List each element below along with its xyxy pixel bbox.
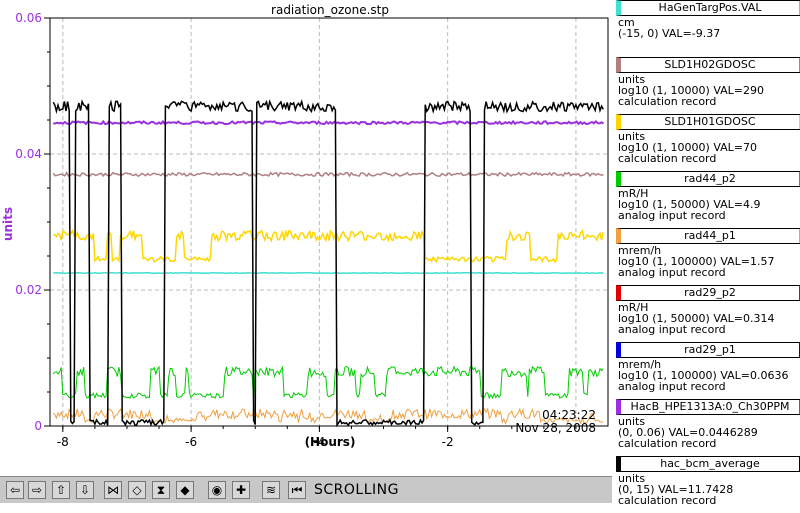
scroll-live-icon: ⏮: [291, 483, 303, 497]
zoom-in-button[interactable]: ✚: [232, 481, 250, 499]
legend-unit: mrem/h: [618, 358, 662, 371]
arrow-right-button[interactable]: ⇨: [28, 481, 46, 499]
scroll-live-button[interactable]: ⏮: [288, 481, 306, 499]
trend-button[interactable]: ≋: [262, 481, 280, 499]
legend-record: analog input record: [618, 380, 726, 393]
legend-range: log10 (1, 100000) VAL=0.0636: [618, 369, 789, 382]
chart-title: radiation_ozone.stp: [271, 3, 389, 17]
arrow-down-button[interactable]: ⇩: [76, 481, 94, 499]
legend-name: hac_bcm_average: [616, 456, 800, 472]
series-line-rad44-p2: [52, 365, 604, 400]
series-line-hac-bcm-average: [52, 98, 604, 428]
time-readout: 04:23:22: [542, 408, 596, 422]
legend-range: log10 (1, 50000) VAL=4.9: [618, 198, 761, 211]
y-tick-label: 0.04: [15, 147, 42, 161]
trend-plot[interactable]: radiation_ozone.stp 0 0.02 0.04 0.06 -8 -6 -4 -…: [0, 0, 612, 476]
legend-name: HaGenTargPos.VAL: [616, 0, 800, 16]
compress-horizontal-icon: ◇: [132, 483, 142, 497]
legend-unit: mR/H: [618, 301, 649, 314]
expand-vertical-button[interactable]: ⧗: [152, 481, 170, 499]
zoom-reset-icon: ◉: [211, 483, 223, 497]
x-tick-label: -2: [442, 435, 454, 449]
y-tick-label: 0: [34, 419, 42, 433]
expand-horizontal-button[interactable]: ⋈: [104, 481, 122, 499]
legend-range: (-15, 0) VAL=-9.37: [618, 27, 721, 40]
series-line-sld1h02gdosc: [52, 171, 604, 178]
legend-range: log10 (1, 100000) VAL=1.57: [618, 255, 775, 268]
arrow-down-icon: ⇩: [79, 483, 91, 497]
legend-record: analog input record: [618, 323, 726, 336]
legend-name: rad44_p1: [616, 228, 800, 244]
legend-unit: units: [618, 73, 646, 86]
legend-entry-rad44-p2[interactable]: rad44_p2 mR/H log10 (1, 50000) VAL=4.9 anal…: [614, 171, 800, 228]
legend-range: (0, 15) VAL=11.7428: [618, 483, 734, 496]
expand-horizontal-icon: ⋈: [107, 483, 119, 497]
series-line-hagentargpos-val: [53, 271, 604, 275]
y-tick-label: 0.02: [15, 283, 42, 297]
legend-entry-hac-bcm-average[interactable]: hac_bcm_average units (0, 15) VAL=11.7428 c…: [614, 456, 800, 513]
legend-record: calculation record: [618, 95, 717, 108]
y-tick-label: 0.06: [15, 11, 42, 25]
toolbar: ⇦ ⇨ ⇧ ⇩ ⋈ ◇ ⧗ ◆ ◉ ✚ ≋ ⏮ SCROLLING: [0, 476, 612, 503]
compress-horizontal-button[interactable]: ◇: [128, 481, 146, 499]
series-line-sld1h01gdosc: [53, 228, 604, 264]
trend-icon: ≋: [265, 483, 277, 497]
arrow-left-icon: ⇦: [9, 483, 21, 497]
legend-range: log10 (1, 50000) VAL=0.314: [618, 312, 775, 325]
legend-name: rad44_p2: [616, 171, 800, 187]
zoom-reset-button[interactable]: ◉: [208, 481, 226, 499]
legend-entry-sld1h02gdosc[interactable]: SLD1H02GDOSC units log10 (1, 10000) VAL=29…: [614, 57, 800, 114]
legend-range: (0, 0.06) VAL=0.0446289: [618, 426, 758, 439]
legend-record: analog input record: [618, 209, 726, 222]
legend-range: log10 (1, 10000) VAL=290: [618, 84, 765, 97]
legend-unit: units: [618, 415, 646, 428]
legend-range: log10 (1, 10000) VAL=70: [618, 141, 758, 154]
arrow-right-icon: ⇨: [31, 483, 43, 497]
legend-entry-sld1h01gdosc[interactable]: SLD1H01GDOSC units log10 (1, 10000) VAL=70…: [614, 114, 800, 171]
legend-name: rad29_p1: [616, 342, 800, 358]
zoom-in-icon: ✚: [235, 483, 247, 497]
compress-vertical-icon: ◆: [180, 483, 190, 497]
legend-panel: HaGenTargPos.VAL cm (-15, 0) VAL=-9.37 SLD1…: [612, 0, 800, 507]
legend-record: calculation record: [618, 152, 717, 165]
series-line-hacb-hpe1313a-0-ch30ppm: [53, 119, 605, 126]
legend-unit: mrem/h: [618, 244, 662, 257]
arrow-up-button[interactable]: ⇧: [52, 481, 70, 499]
legend-unit: units: [618, 472, 646, 485]
legend-entry-hagentargpos-val[interactable]: HaGenTargPos.VAL cm (-15, 0) VAL=-9.37: [614, 0, 800, 57]
legend-entry-rad29-p1[interactable]: rad29_p1 mrem/h log10 (1, 100000) VAL=0.06…: [614, 342, 800, 399]
legend-entry-hacb-hpe1313a-0-ch30ppm[interactable]: HacB_HPE1313A:0_Ch30PPM units (0, 0.06) VA…: [614, 399, 800, 456]
series-line-rad44-p1: [52, 407, 604, 425]
legend-unit: units: [618, 130, 646, 143]
y-axis-label: units: [1, 207, 15, 241]
x-tick-label: -6: [185, 435, 197, 449]
compress-vertical-button[interactable]: ◆: [176, 481, 194, 499]
legend-record: calculation record: [618, 437, 717, 450]
legend-name: rad29_p2: [616, 285, 800, 301]
legend-name: SLD1H01GDOSC: [616, 114, 800, 130]
legend-record: calculation record: [618, 494, 717, 507]
x-tick-label: -4: [313, 435, 325, 449]
x-axis-label: (Hours): [305, 435, 356, 449]
date-readout: Nov 28, 2008: [515, 421, 596, 435]
expand-vertical-icon: ⧗: [156, 483, 166, 497]
legend-unit: mR/H: [618, 187, 649, 200]
legend-name: SLD1H02GDOSC: [616, 57, 800, 73]
arrow-left-button[interactable]: ⇦: [6, 481, 24, 499]
legend-name: HacB_HPE1313A:0_Ch30PPM: [616, 399, 800, 415]
arrow-up-icon: ⇧: [55, 483, 67, 497]
scrolling-status: SCROLLING: [314, 482, 399, 498]
legend-unit: cm: [618, 16, 635, 29]
legend-record: analog input record: [618, 266, 726, 279]
x-tick-label: -8: [57, 435, 69, 449]
legend-entry-rad29-p2[interactable]: rad29_p2 mR/H log10 (1, 50000) VAL=0.314 an…: [614, 285, 800, 342]
legend-entry-rad44-p1[interactable]: rad44_p1 mrem/h log10 (1, 100000) VAL=1.57…: [614, 228, 800, 285]
